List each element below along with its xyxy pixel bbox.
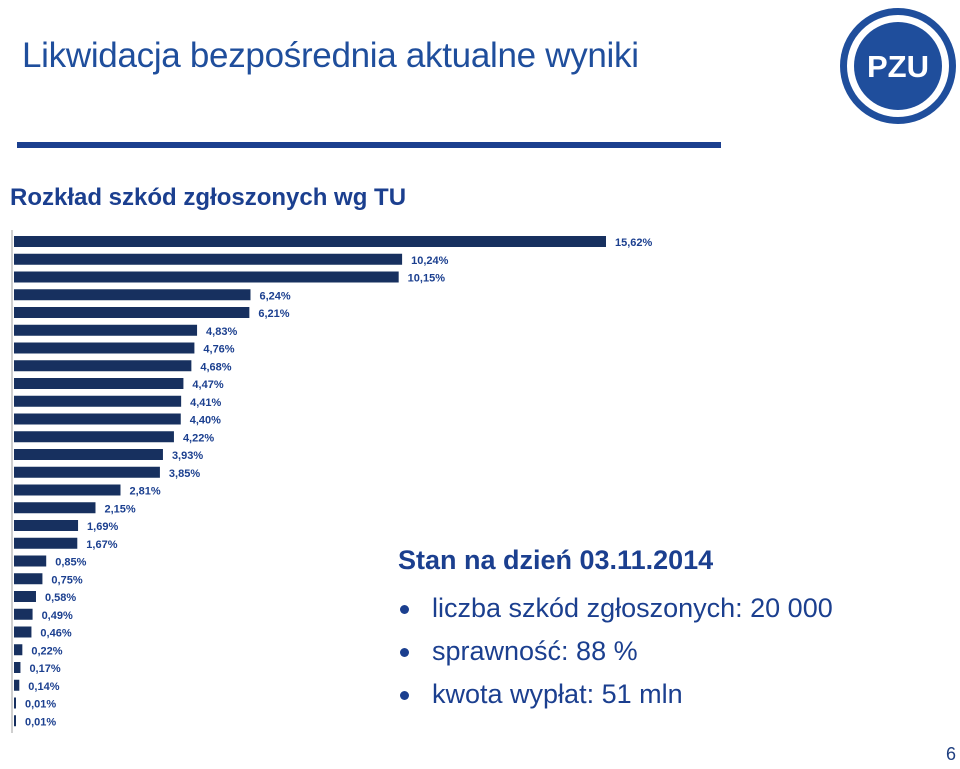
- bar-value-label: 3,85%: [169, 468, 200, 480]
- bar-chart: 15,62% 10,24% 10,15% 6,24% 6,21% 4,83% 4,76% 4,…: [11, 230, 653, 733]
- bar-value-label: 0,58%: [45, 592, 76, 604]
- chart-subtitle: Rozkład szkód zgłoszonych wg TU: [10, 184, 407, 211]
- bar-value-label: 10,15%: [408, 273, 446, 285]
- info-item-text: liczba szkód zgłoszonych: 20 000: [432, 593, 833, 623]
- chart-bar: [14, 484, 121, 496]
- page-number: 6: [945, 744, 956, 764]
- bar-value-label: 1,67%: [86, 539, 117, 551]
- chart-bar: [14, 431, 174, 443]
- bullet-icon: [400, 648, 409, 657]
- bar-value-label: 0,22%: [31, 645, 62, 657]
- chart-bar: [14, 289, 251, 301]
- bar-value-label: 2,81%: [129, 486, 160, 498]
- bar-value-label: 4,41%: [190, 397, 221, 409]
- chart-bar: [14, 378, 184, 389]
- chart-bar: [14, 626, 32, 638]
- bar-value-label: 4,68%: [200, 361, 231, 373]
- chart-bar: [14, 520, 79, 531]
- info-list: liczba szkód zgłoszonych: 20 000 sprawno…: [398, 587, 833, 716]
- chart-bar: [14, 715, 16, 727]
- chart-bar: [14, 395, 182, 407]
- bullet-icon: [400, 691, 409, 700]
- chart-bar: [14, 573, 43, 585]
- chart-bar: [14, 697, 16, 709]
- bar-value-label: 6,24%: [259, 290, 290, 302]
- bar-value-label: 3,93%: [172, 450, 203, 462]
- chart-bar: [14, 449, 163, 460]
- chart-bar: [14, 591, 36, 602]
- info-item-payout: kwota wypłat: 51 mln: [398, 673, 833, 716]
- info-heading: Stan na dzień 03.11.2014: [398, 545, 714, 575]
- info-item-text: kwota wypłat: 51 mln: [432, 679, 683, 709]
- bar-value-label: 0,75%: [51, 574, 82, 586]
- chart-bar: [14, 236, 606, 247]
- bar-value-label: 4,83%: [206, 326, 237, 338]
- bar-value-label: 1,69%: [87, 521, 118, 533]
- chart-bar: [14, 466, 160, 478]
- bar-value-label: 0,85%: [55, 557, 86, 569]
- bar-value-label: 15,62%: [615, 237, 653, 249]
- pzu-logo: PZU: [840, 8, 956, 124]
- chart-bar: [14, 644, 23, 656]
- logo-text: PZU: [867, 49, 929, 84]
- chart-bar: [14, 679, 20, 691]
- chart-bar: [14, 413, 181, 425]
- info-item-efficiency: sprawność: 88 %: [398, 630, 833, 673]
- chart-bar: [14, 253, 403, 265]
- bar-value-label: 4,76%: [203, 344, 234, 356]
- chart-bar: [14, 271, 399, 283]
- bar-value-label: 6,21%: [258, 308, 289, 320]
- chart-bar: [14, 324, 198, 336]
- chart-bar: [14, 502, 96, 514]
- bar-value-label: 0,01%: [25, 699, 56, 711]
- info-panel: Stan na dzień 03.11.2014 liczba szkód zg…: [398, 545, 833, 716]
- chart-bar: [14, 555, 47, 567]
- chart-bar: [14, 342, 195, 354]
- info-item-claims: liczba szkód zgłoszonych: 20 000: [398, 587, 833, 630]
- bar-value-label: 0,17%: [29, 663, 60, 675]
- slide-title: Likwidacja bezpośrednia aktualne wyniki: [22, 36, 639, 75]
- chart-bar: [14, 662, 21, 673]
- bar-value-label: 4,22%: [183, 432, 214, 444]
- bar-value-label: 4,47%: [192, 379, 223, 391]
- bar-value-label: 0,46%: [40, 628, 71, 640]
- bar-value-label: 2,15%: [104, 503, 135, 515]
- info-item-text: sprawność: 88 %: [432, 636, 638, 666]
- bar-value-label: 0,14%: [28, 681, 59, 693]
- chart-bar: [14, 360, 192, 372]
- bar-value-label: 0,01%: [25, 716, 56, 728]
- bullet-icon: [400, 605, 409, 614]
- chart-bar: [14, 537, 78, 549]
- bar-value-label: 4,40%: [190, 415, 221, 427]
- chart-bar: [14, 608, 33, 620]
- chart-bar: [14, 307, 250, 318]
- title-underline: [17, 142, 721, 148]
- bar-value-label: 0,49%: [42, 610, 73, 622]
- bar-value-label: 10,24%: [411, 255, 449, 267]
